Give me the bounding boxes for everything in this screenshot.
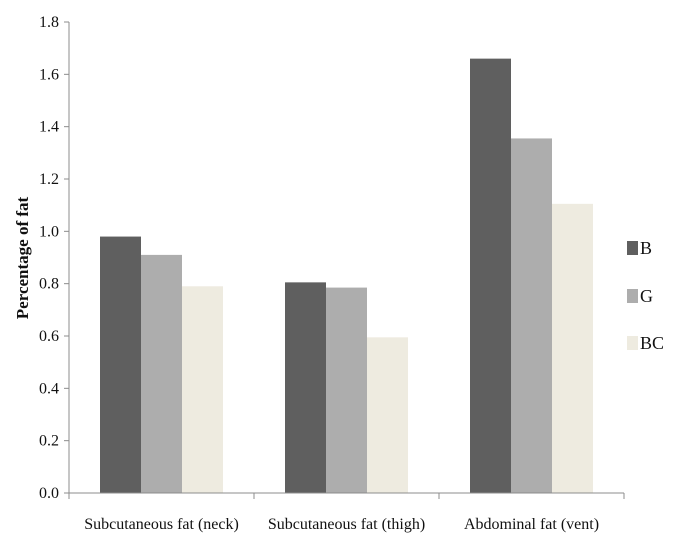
bar-g-3: [511, 138, 552, 494]
legend-label-g: G: [640, 286, 653, 306]
x-category-label: Subcutaneous fat (thigh): [268, 516, 425, 533]
legend-swatch-b: [627, 241, 638, 255]
bar-bc-2: [367, 337, 408, 493]
y-tick-label: 0.2: [39, 433, 59, 450]
y-tick-label: 1.8: [39, 14, 59, 31]
bar-g-1: [141, 254, 182, 493]
bars-group: [100, 58, 593, 494]
bar-bc-3: [552, 203, 593, 493]
x-category-label: Subcutaneous fat (neck): [84, 516, 239, 533]
bar-g-2: [326, 287, 367, 493]
y-tick-label: 0.6: [39, 328, 59, 345]
y-tick-label: 1.2: [39, 171, 59, 188]
y-tick-label: 1.4: [39, 119, 59, 136]
y-axis-title: Percentage of fat: [13, 196, 32, 319]
x-category-label: Abdominal fat (vent): [464, 516, 599, 533]
x-axis-categories: Subcutaneous fat (neck) Subcutaneous fat …: [68, 493, 625, 533]
bar-b-2: [285, 282, 326, 493]
legend: B G BC: [627, 238, 664, 353]
bar-bc-1: [182, 286, 223, 493]
legend-label-b: B: [640, 238, 652, 258]
legend-swatch-g: [627, 289, 638, 303]
y-tick-label: 0.4: [39, 380, 59, 397]
bar-b-1: [100, 236, 141, 494]
y-tick-label: 0.8: [39, 276, 59, 293]
y-tick-label: 0.0: [39, 485, 59, 502]
y-axis-ticks: 0.0 0.2 0.4 0.6 0.8 1.0 1.2 1.4 1.6 1.8: [39, 14, 69, 502]
bar-b-3: [470, 58, 511, 494]
legend-swatch-bc: [627, 336, 638, 350]
legend-label-bc: BC: [640, 333, 664, 353]
y-tick-label: 1.0: [39, 223, 59, 240]
y-tick-label: 1.6: [39, 66, 59, 83]
